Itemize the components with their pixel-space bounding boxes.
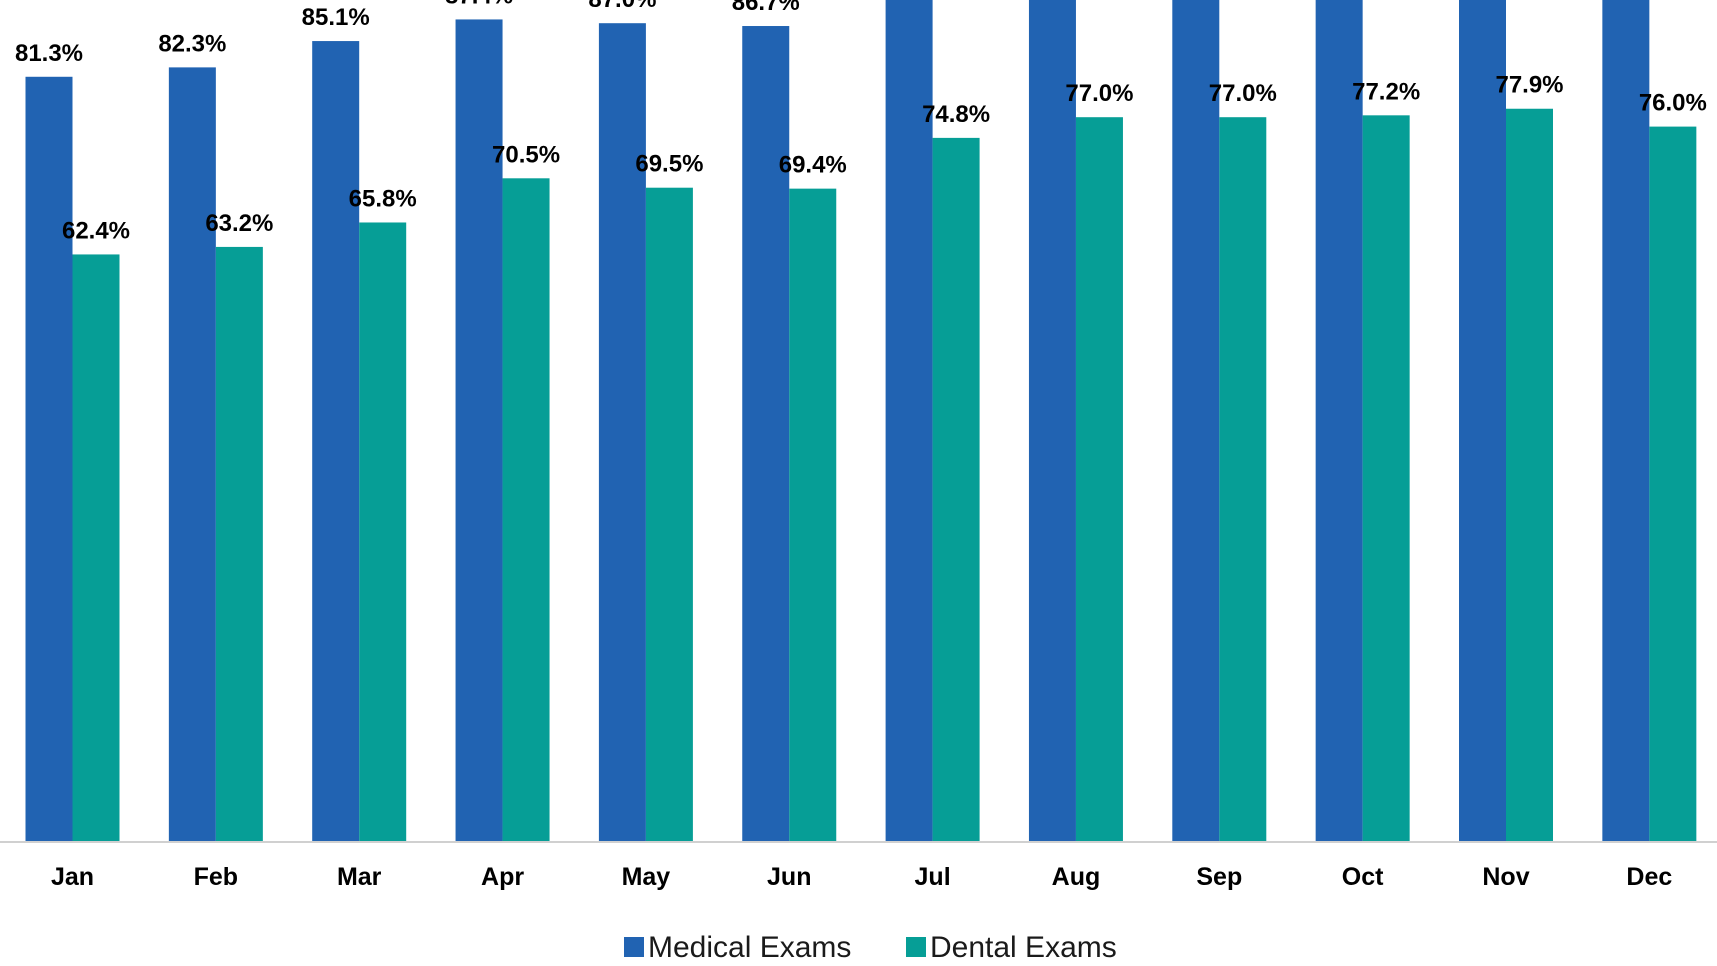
bar-medical-exams-aug	[1028, 0, 1076, 841]
bar-medical-exams-may	[598, 23, 646, 841]
value-label-dental-exams-may: 69.5%	[635, 151, 703, 178]
category-label-apr: Apr	[481, 863, 524, 891]
category-label-aug: Aug	[1052, 863, 1101, 891]
category-label-feb: Feb	[194, 863, 238, 891]
value-label-dental-exams-jul: 74.8%	[922, 101, 990, 128]
category-label-nov: Nov	[1482, 863, 1529, 891]
bar-dental-exams-feb	[215, 246, 263, 842]
category-label-oct: Oct	[1342, 863, 1384, 891]
value-label-dental-exams-oct: 77.2%	[1352, 78, 1420, 105]
bar-dental-exams-oct	[1362, 115, 1410, 841]
category-labels-group: Jan Feb Mar Apr May Jun Jul Aug Sep Oct Nov Dec	[51, 863, 1672, 891]
value-label-medical-exams-jun: 86.7%	[732, 0, 800, 16]
category-label-mar: Mar	[337, 863, 382, 891]
bar-dental-exams-jun	[789, 188, 837, 841]
bar-medical-exams-feb	[168, 67, 216, 841]
value-label-medical-exams-mar: 85.1%	[302, 4, 370, 31]
bar-dental-exams-sep	[1219, 117, 1267, 841]
bar-dental-exams-may	[645, 187, 693, 841]
legend-swatch-medical-exams	[624, 937, 644, 957]
bar-medical-exams-nov	[1459, 0, 1506, 842]
bars-group	[25, 0, 1697, 842]
legend: Medical Exams Dental Exams	[624, 931, 1117, 964]
bar-dental-exams-jan	[72, 254, 120, 841]
value-label-dental-exams-mar: 65.8%	[349, 185, 417, 212]
value-labels-group: 81.3% 62.4% 82.3% 63.2% 85.1% 65.8% 87.4% 70.5%…	[15, 0, 1707, 244]
bar-dental-exams-apr	[502, 178, 550, 842]
bar-dental-exams-dec	[1649, 126, 1697, 842]
category-label-dec: Dec	[1626, 863, 1672, 891]
bar-medical-exams-dec	[1602, 0, 1650, 842]
bar-medical-exams-jul	[885, 0, 933, 842]
value-label-medical-exams-jan: 81.3%	[15, 40, 83, 67]
value-label-dental-exams-nov: 77.9%	[1495, 72, 1563, 99]
category-label-may: May	[622, 863, 671, 891]
value-label-dental-exams-sep: 77.0%	[1209, 80, 1277, 107]
value-label-medical-exams-apr: 87.4%	[445, 0, 513, 9]
value-label-dental-exams-feb: 63.2%	[205, 210, 273, 237]
bar-medical-exams-mar	[312, 41, 360, 842]
value-label-dental-exams-apr: 70.5%	[492, 141, 560, 168]
value-label-dental-exams-jun: 69.4%	[779, 152, 847, 179]
value-label-dental-exams-jan: 62.4%	[62, 217, 130, 244]
bar-medical-exams-apr	[455, 19, 503, 841]
legend-swatch-dental-exams	[906, 937, 926, 957]
bar-medical-exams-jun	[742, 26, 790, 841]
bar-medical-exams-oct	[1315, 0, 1363, 842]
category-label-sep: Sep	[1196, 863, 1242, 891]
value-label-dental-exams-aug: 77.0%	[1065, 80, 1133, 107]
category-label-jan: Jan	[51, 863, 94, 891]
value-label-medical-exams-feb: 82.3%	[158, 30, 226, 57]
legend-label-medical-exams: Medical Exams	[648, 931, 851, 964]
bar-medical-exams-sep	[1172, 0, 1220, 841]
value-label-dental-exams-dec: 76.0%	[1639, 90, 1707, 117]
category-label-jul: Jul	[915, 863, 951, 891]
bar-dental-exams-aug	[1075, 117, 1123, 841]
value-label-medical-exams-may: 87.0%	[588, 0, 656, 13]
bar-medical-exams-jan	[25, 76, 73, 841]
bar-dental-exams-jul	[932, 137, 980, 841]
bar-dental-exams-mar	[359, 222, 407, 842]
category-label-jun: Jun	[767, 863, 811, 891]
legend-label-dental-exams: Dental Exams	[930, 931, 1117, 964]
bar-dental-exams-nov	[1506, 108, 1553, 842]
